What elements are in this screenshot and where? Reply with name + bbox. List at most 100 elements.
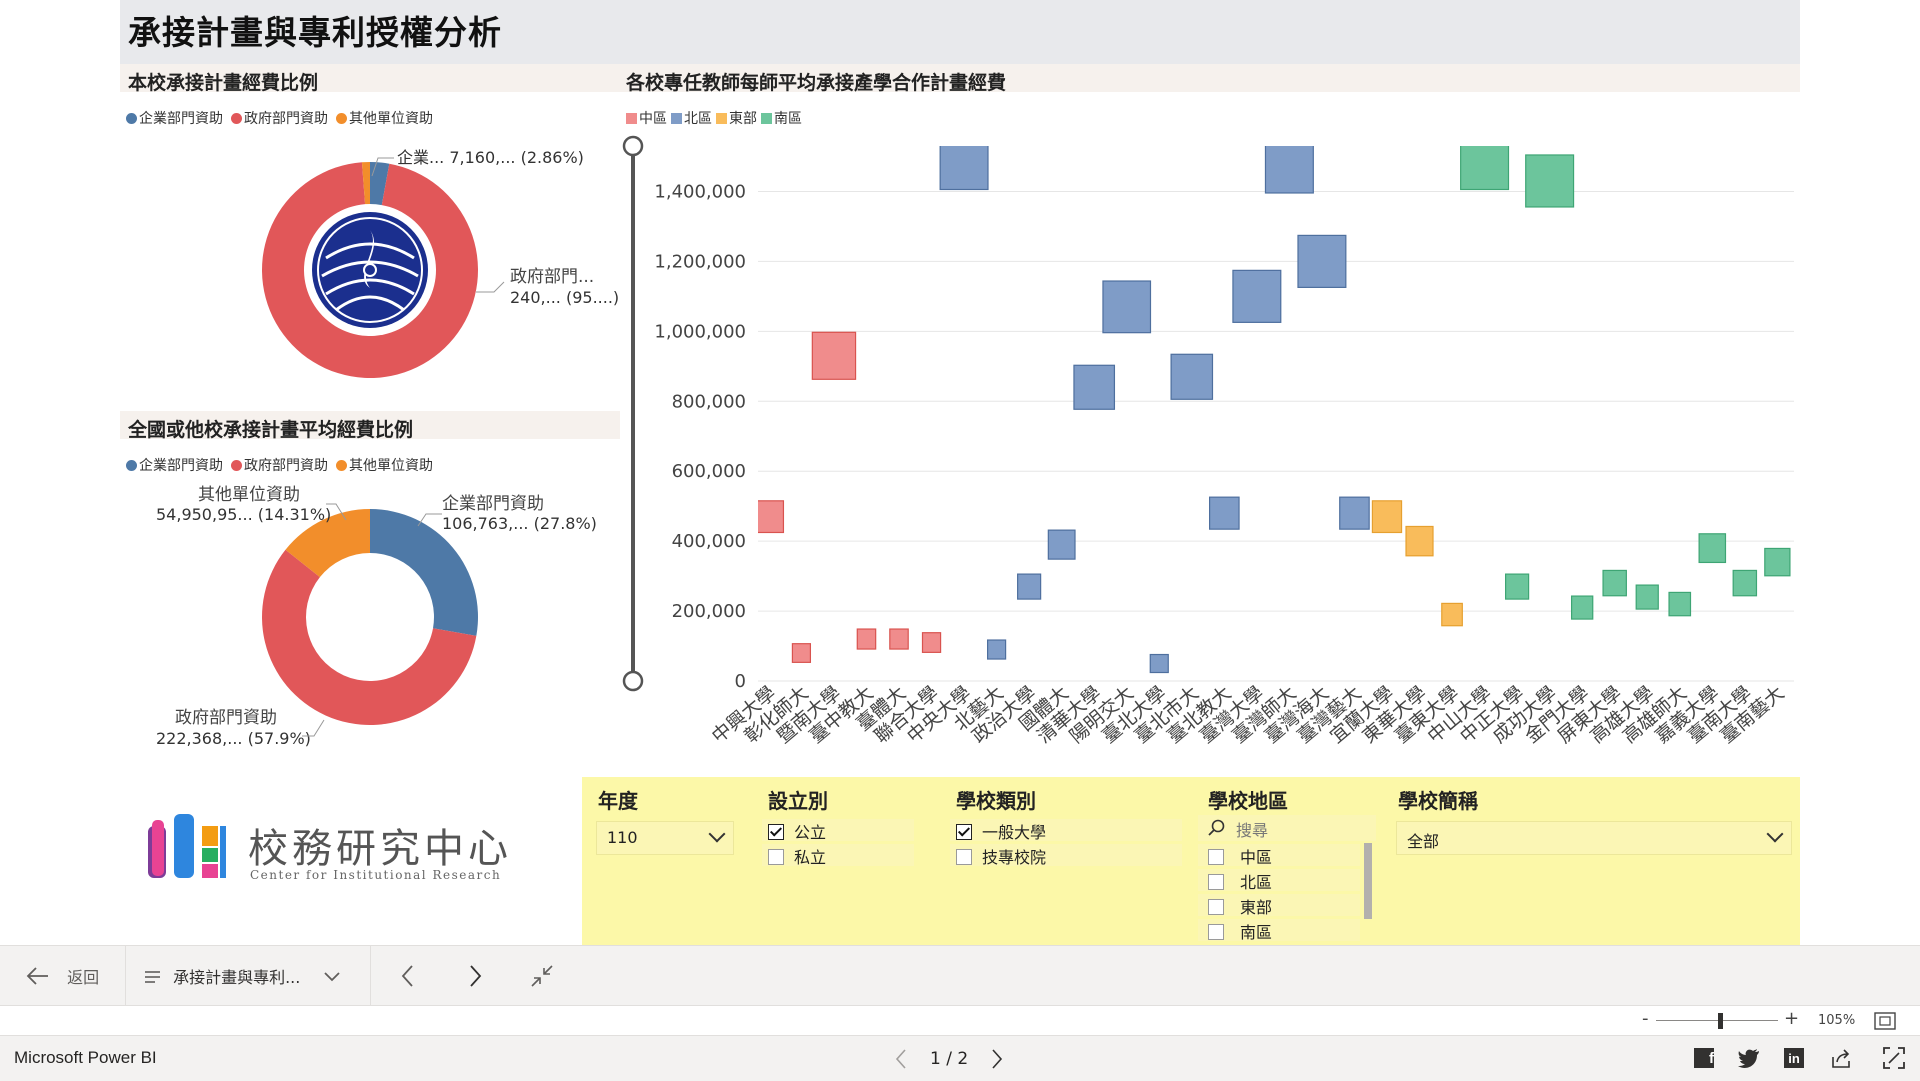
back-button[interactable]: 返回 (26, 964, 99, 988)
twitter-share-icon[interactable] (1738, 1048, 1760, 1068)
bar-中央大學[interactable] (939, 137, 989, 191)
checkbox-icon[interactable] (1208, 874, 1224, 890)
checkbox-checked-icon[interactable] (768, 824, 784, 840)
filter-region-title: 學校地區 (1208, 789, 1288, 813)
zoom-in-button[interactable]: + (1784, 1008, 1800, 1029)
nav-separator (125, 946, 126, 1006)
zoom-slider-top-handle[interactable] (622, 135, 644, 157)
bar-政治大學[interactable] (1017, 573, 1042, 600)
zoom-slider-bottom-handle[interactable] (622, 670, 644, 692)
bar-清華大學[interactable] (1073, 364, 1116, 410)
next-page-icon[interactable] (468, 964, 484, 988)
nav-separator (370, 946, 371, 1006)
region-search-input[interactable]: 搜尋 (1198, 815, 1376, 841)
own-pie-legend[interactable]: 企業部門資助 政府部門資助 其他單位資助 (126, 108, 441, 128)
bar-臺灣師大[interactable] (1264, 141, 1314, 194)
legend-central[interactable]: 中區 (626, 111, 667, 127)
checkbox-icon[interactable] (956, 849, 972, 865)
bar-臺南藝大[interactable] (1764, 547, 1791, 577)
bar-臺北市大[interactable] (1170, 353, 1214, 400)
school-dropdown[interactable]: 全部 (1396, 821, 1792, 855)
bar-臺北教大[interactable] (1209, 496, 1240, 530)
bar-東華大學[interactable] (1405, 525, 1434, 557)
bar-臺灣藝大[interactable] (1339, 496, 1370, 530)
bar-屏東大學[interactable] (1602, 569, 1627, 597)
linkedin-share-icon[interactable]: in (1784, 1048, 1804, 1068)
collapse-icon[interactable] (530, 964, 554, 988)
year-dropdown[interactable]: 110 (596, 821, 734, 855)
page-list-icon (145, 971, 160, 983)
bar-嘉義大學[interactable] (1698, 533, 1727, 564)
report-navbar: 返回 承接計畫與專利... (0, 945, 1920, 1006)
pie-slice-other[interactable] (361, 162, 370, 205)
bar-聯合大學[interactable] (921, 632, 942, 653)
own-pie-label-gov-name: 政府部門... (510, 267, 595, 287)
bar-chart[interactable]: 0 200,000 400,000 600,000 800,000 1,000,000 1,… (612, 132, 1800, 777)
bar-陽明交大[interactable] (1102, 280, 1152, 334)
bar-臺體大[interactable] (889, 628, 909, 650)
bar-中興大學[interactable] (754, 500, 785, 534)
own-pie-chart[interactable] (250, 150, 500, 400)
zoom-slider-thumb[interactable] (1718, 1013, 1723, 1029)
national-pie-legend[interactable]: 企業部門資助 政府部門資助 其他單位資助 (126, 455, 441, 475)
checkbox-checked-icon[interactable] (956, 824, 972, 840)
legend-east[interactable]: 東部 (716, 111, 757, 127)
pie-slice-other[interactable] (285, 509, 370, 578)
bar-高雄師大[interactable] (1668, 591, 1692, 617)
bar-高雄大學[interactable] (1635, 584, 1659, 610)
zoom-slider-track[interactable] (1656, 1020, 1778, 1021)
bar-臺北大學[interactable] (1149, 653, 1169, 674)
share-icon[interactable] (1830, 1047, 1852, 1069)
checkbox-icon[interactable] (768, 849, 784, 865)
bar-國體大[interactable] (1047, 529, 1076, 560)
pie-slice-government[interactable] (262, 549, 477, 725)
bar-臺南大學[interactable] (1732, 569, 1758, 597)
checkbox-private[interactable]: 私立 (762, 844, 914, 867)
bar-中山大學[interactable] (1460, 137, 1510, 191)
legend-government[interactable]: 政府部門資助 (231, 458, 328, 474)
legend-other[interactable]: 其他單位資助 (336, 111, 433, 127)
pie-slice-enterprise[interactable] (370, 162, 390, 206)
checkbox-region-north[interactable]: 北區 (1198, 869, 1360, 892)
checkbox-tech-college[interactable]: 技專校院 (950, 844, 1182, 867)
legend-south[interactable]: 南區 (761, 111, 802, 127)
page-dropdown[interactable]: 承接計畫與專利... (144, 964, 341, 988)
bar-北藝大[interactable] (987, 639, 1007, 660)
bar-臺灣大學[interactable] (1232, 269, 1282, 323)
bar-彰化師大[interactable] (791, 643, 812, 663)
checkbox-general-university[interactable]: 一般大學 (950, 819, 1182, 842)
fit-to-page-icon[interactable] (1874, 1011, 1896, 1031)
pie-slice-government[interactable] (262, 162, 478, 378)
bar-金門大學[interactable] (1570, 595, 1594, 620)
bar-臺中教大[interactable] (856, 628, 877, 650)
zoom-out-button[interactable]: - (1642, 1008, 1649, 1029)
bar-臺灣海大[interactable] (1297, 234, 1347, 288)
next-page-icon[interactable] (990, 1048, 1004, 1070)
legend-north[interactable]: 北區 (671, 111, 712, 127)
checkbox-icon[interactable] (1208, 899, 1224, 915)
previous-page-icon[interactable] (400, 964, 416, 988)
facebook-share-icon[interactable]: f (1694, 1048, 1714, 1068)
bar-暨南大學[interactable] (811, 331, 857, 380)
bar-宜蘭大學[interactable] (1371, 500, 1403, 534)
checkbox-icon[interactable] (1208, 849, 1224, 865)
bar-成功大學[interactable] (1525, 154, 1575, 208)
pie-slice-enterprise[interactable] (370, 509, 478, 636)
legend-government[interactable]: 政府部門資助 (231, 111, 328, 127)
checkbox-region-central[interactable]: 中區 (1198, 844, 1360, 867)
previous-page-icon[interactable] (894, 1048, 908, 1070)
filter-panel: 年度 110 設立別 公立 私立 學校類別 一般大學 技專校院 學校地區 搜尋 … (582, 777, 1800, 945)
checkbox-public[interactable]: 公立 (762, 819, 914, 842)
legend-enterprise[interactable]: 企業部門資助 (126, 458, 223, 474)
checkbox-icon[interactable] (1208, 924, 1224, 940)
national-pie-chart[interactable] (250, 497, 500, 747)
legend-other[interactable]: 其他單位資助 (336, 458, 433, 474)
bar-臺東大學[interactable] (1441, 602, 1463, 627)
checkbox-region-south[interactable]: 南區 (1198, 919, 1360, 941)
checkbox-region-east[interactable]: 東部 (1198, 894, 1360, 917)
fullscreen-icon[interactable] (1883, 1047, 1905, 1069)
legend-enterprise[interactable]: 企業部門資助 (126, 111, 223, 127)
region-list-scrollbar[interactable] (1364, 843, 1372, 919)
bar-chart-legend[interactable]: 中區 北區 東部 南區 (626, 108, 806, 128)
bar-中正大學[interactable] (1505, 573, 1530, 600)
